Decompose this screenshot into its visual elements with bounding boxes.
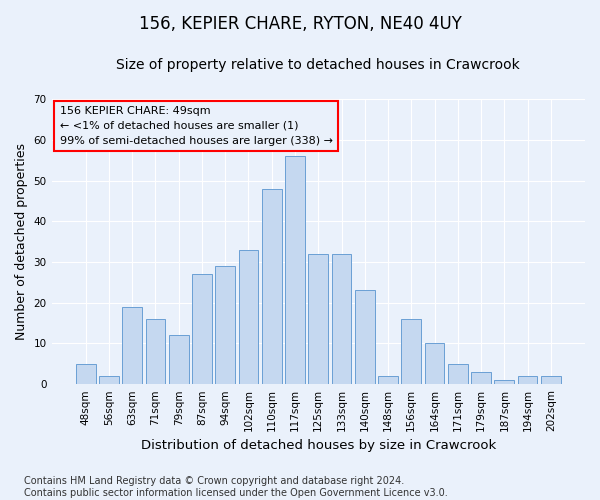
- Bar: [308, 254, 328, 384]
- Bar: [332, 254, 352, 384]
- Bar: [122, 307, 142, 384]
- X-axis label: Distribution of detached houses by size in Crawcrook: Distribution of detached houses by size …: [140, 440, 496, 452]
- Bar: [99, 376, 119, 384]
- Bar: [169, 336, 188, 384]
- Bar: [425, 344, 445, 384]
- Bar: [355, 290, 374, 384]
- Bar: [471, 372, 491, 384]
- Title: Size of property relative to detached houses in Crawcrook: Size of property relative to detached ho…: [116, 58, 520, 71]
- Text: 156 KEPIER CHARE: 49sqm
← <1% of detached houses are smaller (1)
99% of semi-det: 156 KEPIER CHARE: 49sqm ← <1% of detache…: [59, 106, 332, 146]
- Bar: [541, 376, 561, 384]
- Bar: [192, 274, 212, 384]
- Bar: [518, 376, 538, 384]
- Text: Contains HM Land Registry data © Crown copyright and database right 2024.
Contai: Contains HM Land Registry data © Crown c…: [24, 476, 448, 498]
- Bar: [401, 319, 421, 384]
- Bar: [239, 250, 259, 384]
- Y-axis label: Number of detached properties: Number of detached properties: [15, 143, 28, 340]
- Bar: [285, 156, 305, 384]
- Bar: [215, 266, 235, 384]
- Bar: [262, 188, 281, 384]
- Bar: [494, 380, 514, 384]
- Bar: [146, 319, 166, 384]
- Bar: [76, 364, 95, 384]
- Bar: [378, 376, 398, 384]
- Bar: [448, 364, 468, 384]
- Text: 156, KEPIER CHARE, RYTON, NE40 4UY: 156, KEPIER CHARE, RYTON, NE40 4UY: [139, 15, 461, 33]
